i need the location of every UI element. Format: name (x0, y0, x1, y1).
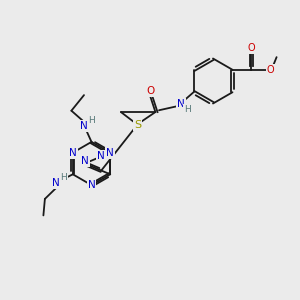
Text: O: O (267, 65, 274, 75)
Text: H: H (60, 173, 67, 182)
Text: N: N (88, 180, 95, 190)
Text: N: N (98, 152, 105, 161)
Text: H: H (88, 116, 95, 125)
Text: H: H (184, 105, 191, 114)
Text: N: N (52, 178, 60, 188)
Text: N: N (106, 148, 114, 158)
Text: N: N (80, 121, 88, 131)
Text: O: O (146, 86, 154, 96)
Text: N: N (177, 99, 185, 109)
Text: N: N (81, 155, 88, 166)
Text: O: O (247, 43, 255, 53)
Text: N: N (69, 148, 77, 158)
Text: S: S (134, 120, 141, 130)
